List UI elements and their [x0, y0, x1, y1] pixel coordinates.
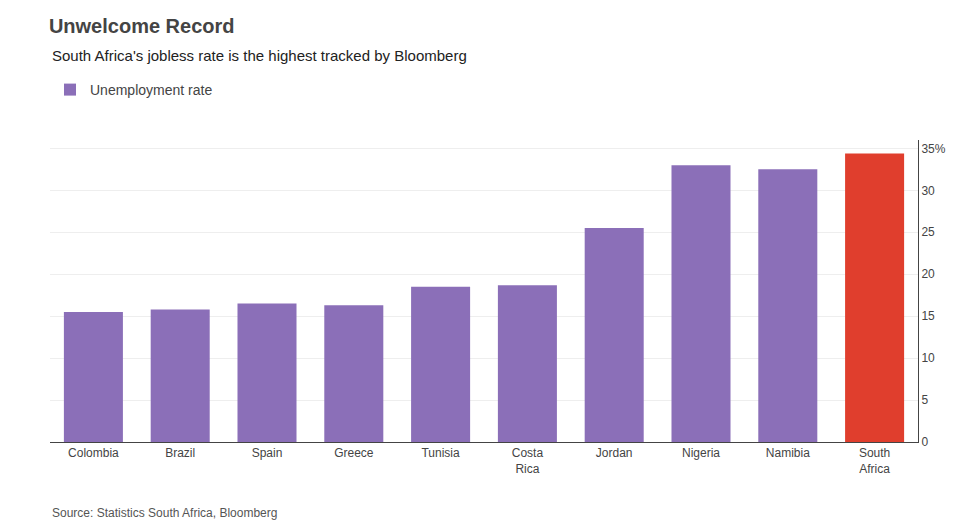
svg-text:South Africa's jobless rate is: South Africa's jobless rate is the highe…: [52, 47, 467, 64]
svg-text:20: 20: [921, 267, 935, 281]
svg-text:35%: 35%: [921, 142, 945, 156]
svg-text:Greece: Greece: [334, 446, 374, 460]
svg-text:Nigeria: Nigeria: [682, 446, 720, 460]
svg-text:Brazil: Brazil: [165, 446, 195, 460]
svg-text:10: 10: [921, 351, 935, 365]
svg-text:Source: Statistics South Afric: Source: Statistics South Africa, Bloombe…: [52, 506, 277, 520]
svg-text:Jordan: Jordan: [596, 446, 633, 460]
svg-text:Unemployment rate: Unemployment rate: [90, 82, 212, 98]
svg-text:Unwelcome Record: Unwelcome Record: [49, 15, 235, 37]
svg-text:Colombia: Colombia: [68, 446, 119, 460]
svg-text:0: 0: [921, 435, 928, 449]
svg-text:15: 15: [921, 309, 935, 323]
svg-text:Spain: Spain: [252, 446, 283, 460]
svg-text:SouthAfrica: SouthAfrica: [859, 446, 890, 476]
svg-text:30: 30: [921, 184, 935, 198]
svg-text:Tunisia: Tunisia: [421, 446, 460, 460]
svg-text:25: 25: [921, 225, 935, 239]
svg-text:5: 5: [921, 393, 928, 407]
svg-text:Namibia: Namibia: [766, 446, 810, 460]
svg-text:CostaRica: CostaRica: [512, 446, 544, 476]
